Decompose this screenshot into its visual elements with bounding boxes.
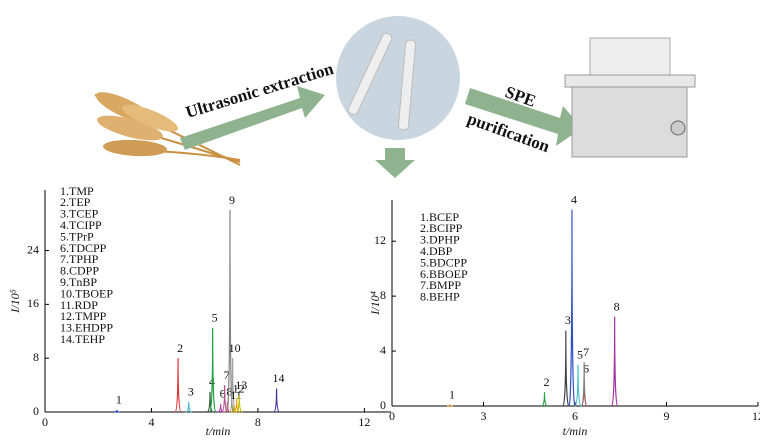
- peak-label: 2: [177, 341, 183, 355]
- x-tick-label: 0: [389, 409, 395, 423]
- y-axis-label: I/10⁴: [368, 291, 382, 316]
- x-tick-label: 6: [572, 409, 578, 423]
- legend-entry: 1.TMP: [60, 184, 94, 198]
- tube: [397, 39, 417, 131]
- peak-label: 3: [188, 385, 194, 399]
- legend-entry: 5.BDCPP: [420, 255, 467, 269]
- arrow: [180, 86, 325, 150]
- peak: [273, 388, 280, 413]
- legend-entry: 7.BMPP: [420, 278, 461, 292]
- legend-entry: 3.TCEP: [60, 207, 99, 221]
- peak-label: 6: [220, 387, 226, 401]
- y-tick-label: 8: [33, 350, 39, 364]
- y-tick-label: 4: [380, 343, 386, 357]
- peak-label: 2: [544, 375, 550, 389]
- legend-entry: 9.TnBP: [60, 275, 97, 289]
- legend-entry: 6.BBOEP: [420, 267, 468, 281]
- legend-entry: 2.BCIPP: [420, 221, 463, 235]
- x-tick-label: 4: [148, 415, 154, 429]
- legend-entry: 5.TPrP: [60, 229, 94, 243]
- x-axis-label: t/min: [206, 424, 231, 438]
- arrow: [465, 88, 582, 146]
- peak-label: 7: [224, 368, 230, 382]
- charts: 0 4 8 12081624t/minI/10⁵1.TMP2.TEP3.TCEP4.T…: [8, 184, 760, 438]
- peak: [541, 392, 548, 407]
- x-axis-label: t/min: [563, 424, 588, 438]
- peak-label: 9: [229, 193, 235, 207]
- y-tick-label: 12: [374, 233, 386, 247]
- peak-label: 5: [577, 348, 583, 362]
- x-tick-label: 0: [42, 415, 48, 429]
- peak-label: 8: [614, 299, 620, 313]
- x-tick-label: 8: [255, 415, 261, 429]
- peak: [113, 409, 120, 413]
- legend-entry: 2.TEP: [60, 195, 91, 209]
- peak-label: 10: [229, 341, 241, 355]
- peak-label: 11: [230, 388, 242, 402]
- x-tick-label: 3: [481, 409, 487, 423]
- legend-entry: 11.RDP: [60, 298, 98, 312]
- legend-entry: 12.TMPP: [60, 309, 107, 323]
- legend-entry: 4.TCIPP: [60, 218, 102, 232]
- peak-label: 14: [273, 371, 285, 385]
- spe-device: [564, 37, 696, 158]
- legend-entry: 10.TBOEP: [60, 286, 113, 300]
- peak-label: 6: [583, 361, 589, 375]
- peak: [236, 395, 243, 413]
- peak-label: 5: [212, 311, 218, 325]
- legend-entry: 14.TEHP: [60, 332, 105, 346]
- peak-label: 4: [571, 192, 577, 206]
- legend-entry: 1.BCEP: [420, 210, 459, 224]
- legend-entry: 13.EHDPP: [60, 321, 113, 335]
- arrow: [375, 148, 415, 178]
- tube: [347, 32, 393, 116]
- legend-entry: 8.BEHP: [420, 290, 460, 304]
- peak: [562, 330, 570, 407]
- y-tick-label: 0: [380, 398, 386, 412]
- peak: [611, 316, 619, 407]
- legend-entry: 7.TPHP: [60, 252, 99, 266]
- peak: [185, 401, 192, 413]
- peak-label: 7: [583, 345, 589, 359]
- x-tick-label: 12: [752, 409, 760, 423]
- legend-entry: 3.DPHP: [420, 233, 460, 247]
- peak: [568, 209, 576, 407]
- peak-label: 3: [565, 313, 571, 327]
- x-tick-label: 9: [664, 409, 670, 423]
- y-tick-label: 24: [27, 242, 39, 256]
- peak: [230, 405, 238, 413]
- peak: [446, 404, 453, 407]
- y-tick-label: 16: [27, 296, 39, 310]
- peak-label: 1: [449, 387, 455, 401]
- peak: [574, 364, 582, 407]
- peak: [174, 358, 182, 413]
- peak-label: 12: [233, 381, 245, 395]
- peak-label: 8: [226, 385, 232, 399]
- x-tick-label: 12: [358, 415, 370, 429]
- peak: [226, 210, 234, 413]
- y-tick-label: 8: [380, 288, 386, 302]
- peak-label: 13: [235, 378, 247, 392]
- y-tick-label: 0: [33, 404, 39, 418]
- legend-entry: 4.DBP: [420, 244, 453, 258]
- tube-photo: [336, 16, 460, 140]
- legend-entry: 8.CDPP: [60, 264, 99, 278]
- peak-label: 1: [116, 393, 122, 407]
- y-axis-label: I/10⁵: [8, 289, 22, 314]
- wheat: [94, 92, 241, 166]
- legend-entry: 6.TDCPP: [60, 241, 107, 255]
